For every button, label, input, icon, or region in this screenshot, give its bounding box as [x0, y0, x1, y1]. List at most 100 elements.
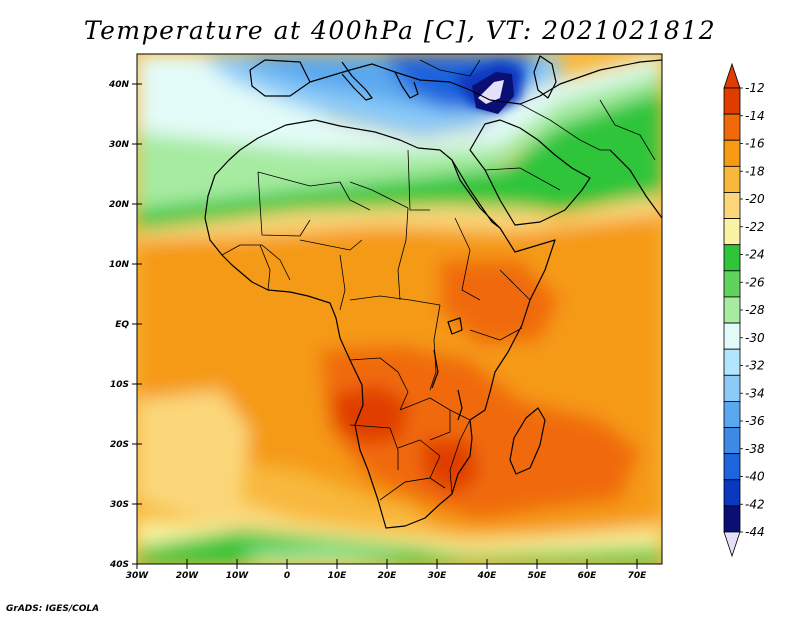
colorbar-swatch: [723, 322, 741, 350]
lat-tick-label: 10N: [109, 260, 130, 270]
border-nigeria-cameroon: [339, 254, 346, 311]
field-hot-core: [330, 385, 410, 445]
grads-credit: GrADS: IGES/COLA: [6, 604, 100, 614]
border-chad-sudan: [397, 207, 409, 301]
border-south-africa: [379, 477, 446, 501]
lon-tick-label: 30E: [428, 571, 448, 581]
border-car-drc: [349, 295, 441, 306]
red-sea: [451, 159, 501, 229]
colorbar-label: -12: [745, 81, 765, 95]
madagascar-coastline: [509, 407, 546, 475]
coastlines: [204, 55, 662, 529]
border-niger-nigeria: [299, 239, 363, 251]
africa-coastline: [204, 119, 556, 529]
colorbar-swatch: [723, 479, 741, 507]
lon-tick-label: 20E: [378, 571, 398, 581]
colorbar-label: -32: [745, 359, 765, 373]
border-libya-egypt: [407, 149, 430, 211]
border-west-africa: [221, 244, 291, 281]
india-coastline: [609, 149, 662, 219]
colorbar-swatch: [723, 218, 741, 246]
colorbar-label: -40: [745, 470, 765, 484]
lat-tick-label: EQ: [115, 320, 129, 330]
lake-malawi: [457, 389, 463, 421]
colorbar-label: -44: [745, 525, 765, 539]
colorbar-swatch: [723, 113, 741, 141]
lat-tick-label: 20S: [110, 440, 129, 450]
arabia-coastline: [469, 119, 591, 226]
field-yellow-southwest: [137, 390, 662, 555]
colorbar-swatch: [723, 296, 741, 324]
lat-tick-label: 40S: [109, 560, 129, 570]
colorbar: -12 -14 -16 -18 -20 -22 -24 -26 -28 -30 -32 -34 -36 -…: [723, 62, 765, 558]
border-libya-chad: [349, 181, 409, 209]
colorbar-label: -28: [745, 303, 765, 317]
latitude-axis: 40N 30N 20N 10N EQ 10S 20S 30S 40S: [108, 80, 142, 570]
caspian-coastline: [533, 55, 557, 99]
colorbar-swatch: [723, 453, 741, 481]
border-iran: [519, 103, 610, 151]
border-sudan-ethiopia: [454, 217, 481, 301]
colorbar-swatch: [723, 270, 741, 298]
border-afghanistan: [599, 99, 656, 161]
europe-coastline: [309, 59, 662, 105]
colorbar-label: -14: [745, 109, 765, 123]
greece-coastline: [394, 71, 419, 99]
field-cold-core-white: [478, 80, 504, 104]
colorbar-bottom-arrow: [723, 531, 741, 558]
colorbar-swatch: [723, 87, 741, 115]
plot-frame: [136, 53, 663, 565]
colorbar-label: -30: [745, 331, 765, 345]
border-kenya-tanzania: [469, 327, 523, 341]
border-europe-east: [419, 59, 481, 77]
colorbar-swatch: [723, 374, 741, 402]
colorbar-label: -36: [745, 414, 765, 428]
colorbar-label: -38: [745, 442, 765, 456]
map-title: Temperature at 400hPa [C], VT: 202102181…: [83, 16, 717, 45]
lat-tick-label: 10S: [110, 380, 129, 390]
lon-tick-label: 50E: [528, 571, 548, 581]
colorbar-label: -42: [745, 497, 765, 511]
colorbar-swatch: [723, 401, 741, 428]
border-algeria-mali: [257, 171, 371, 211]
country-borders: [221, 59, 656, 501]
border-namibia: [349, 424, 399, 470]
lat-tick-label: 30S: [110, 500, 129, 510]
border-saudi: [484, 167, 561, 191]
lat-tick-label: 40N: [108, 80, 130, 90]
iberia-coastline: [249, 59, 311, 97]
border-sahara-west: [257, 171, 311, 237]
colorbar-label: -18: [745, 164, 765, 178]
border-somalia: [499, 269, 531, 301]
temperature-field: [137, 54, 662, 564]
longitude-axis: 30W 20W 10W 0 10E 20E 30E 40E 50E 60E 70E: [126, 559, 647, 581]
lake-victoria: [447, 317, 463, 335]
border-west-africa-2: [259, 244, 271, 291]
colorbar-swatch: [723, 192, 741, 219]
colorbar-swatch: [723, 505, 741, 533]
colorbar-label: -22: [745, 220, 765, 234]
colorbar-swatch: [723, 165, 741, 193]
field-palegreen-south: [240, 548, 410, 564]
colorbar-top-arrow: [723, 62, 741, 89]
lat-tick-label: 30N: [109, 140, 130, 150]
lat-tick-label: 20N: [109, 200, 130, 210]
border-angola-drc: [349, 357, 409, 411]
colorbar-swatch: [723, 427, 741, 455]
field-warm-east: [440, 260, 560, 345]
italy-coastline: [341, 61, 373, 101]
colorbar-label: -34: [745, 386, 765, 400]
colorbar-swatch: [723, 139, 741, 167]
border-drc-east: [429, 304, 441, 391]
lon-tick-label: 10W: [226, 571, 250, 581]
lon-tick-label: 40E: [477, 571, 498, 581]
lon-tick-label: 60E: [578, 571, 598, 581]
colorbar-label: -16: [745, 137, 765, 151]
lon-tick-label: 30W: [126, 571, 150, 581]
colorbar-label: -20: [745, 192, 765, 206]
colorbar-swatch: [723, 244, 741, 272]
field-green-north: [137, 90, 662, 230]
lon-tick-label: 0: [284, 571, 290, 581]
